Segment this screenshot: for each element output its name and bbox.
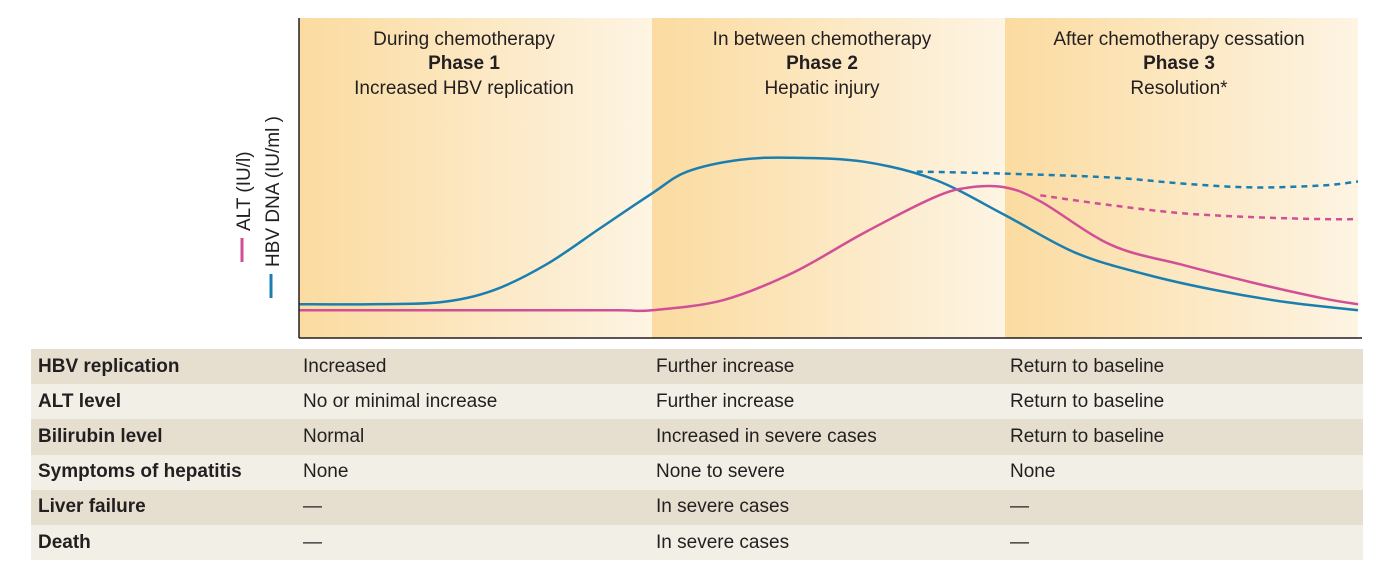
phase-1-cell: — xyxy=(303,531,322,553)
hbv-dna-dashed-line xyxy=(916,170,1359,189)
table-row: HBV replication Increased Further increa… xyxy=(31,349,1363,385)
table-row: Bilirubin level Normal Increased in seve… xyxy=(31,419,1363,455)
phase-3-cell: None xyxy=(1010,461,1056,483)
phase-3-cell: Return to baseline xyxy=(1010,355,1165,377)
phase-2-timing: In between chemotherapy xyxy=(713,29,932,50)
phase-3-cell: — xyxy=(1010,531,1029,553)
table-row: Death — In severe cases — xyxy=(31,524,1363,561)
phase-3-name: Phase 3 xyxy=(1143,53,1215,74)
hbv-axis-label: HBV DNA (IU/ml ) xyxy=(263,116,284,267)
row-label: Symptoms of hepatitis xyxy=(38,461,242,483)
row-label: Bilirubin level xyxy=(38,425,163,447)
hbv-dna-line xyxy=(298,156,1359,312)
phase-2-cell: Increased in severe cases xyxy=(656,425,877,447)
alt-line xyxy=(299,184,1359,313)
phase-2-cell: None to severe xyxy=(656,461,785,483)
hbv-reactivation-diagram: During chemotherapy Phase 1 Increased HB… xyxy=(234,18,1362,339)
row-label: Death xyxy=(38,531,91,553)
phase-2-cell: Further increase xyxy=(656,355,795,377)
phase-band-3 xyxy=(1005,18,1358,338)
phase-1-cell: Increased xyxy=(303,355,387,377)
table-row: Liver failure — In severe cases — xyxy=(31,489,1363,525)
phase-2-cell: In severe cases xyxy=(656,531,790,553)
table-row: Symptoms of hepatitis None None to sever… xyxy=(31,454,1363,490)
alt-axis-label: ALT (IU/l) xyxy=(234,151,255,231)
table-row: ALT level No or minimal increase Further… xyxy=(31,384,1363,420)
phase-2-description: Hepatic injury xyxy=(764,78,880,99)
phase-2-name: Phase 2 xyxy=(786,53,858,74)
row-label: ALT level xyxy=(38,390,122,412)
phase-2-cell: Further increase xyxy=(656,390,795,412)
phase-1-cell: No or minimal increase xyxy=(303,390,498,412)
phase-1-cell: — xyxy=(303,496,322,518)
phase-band-2 xyxy=(652,18,1005,338)
row-label: Liver failure xyxy=(38,496,146,518)
phase-band-1 xyxy=(299,18,652,338)
phase-3-timing: After chemotherapy cessation xyxy=(1053,29,1304,50)
series-layer xyxy=(298,156,1359,313)
phase-summary-table: HBV replication Increased Further increa… xyxy=(31,349,1363,561)
phase-1-cell: None xyxy=(303,461,349,483)
phase-3-description: Resolution* xyxy=(1130,78,1228,99)
phase-3-cell: Return to baseline xyxy=(1010,425,1165,447)
phase-1-name: Phase 1 xyxy=(428,53,500,74)
phase-2-cell: In severe cases xyxy=(656,496,790,518)
phase-1-cell: Normal xyxy=(303,425,365,447)
phase-3-cell: — xyxy=(1010,496,1029,518)
row-label: HBV replication xyxy=(38,355,180,377)
phase-1-timing: During chemotherapy xyxy=(373,29,555,50)
phase-1-description: Increased HBV replication xyxy=(354,78,574,99)
phase-3-cell: Return to baseline xyxy=(1010,390,1165,412)
